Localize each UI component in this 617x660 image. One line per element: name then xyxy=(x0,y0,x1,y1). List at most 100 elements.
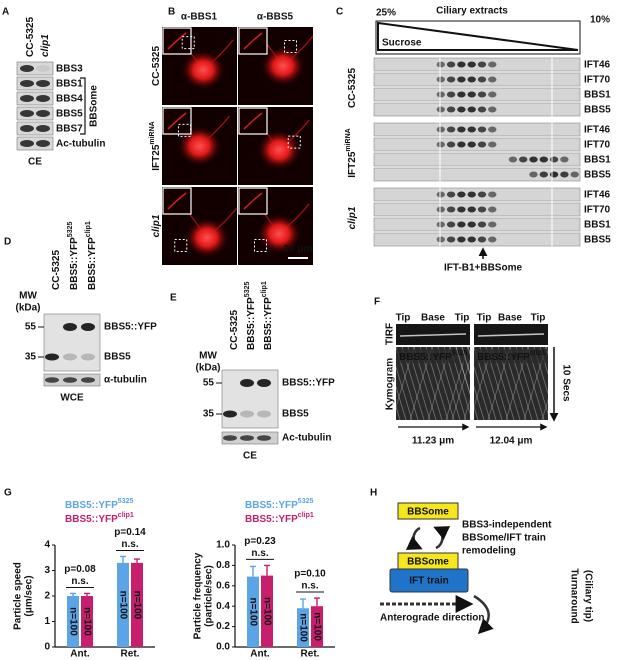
blot-band xyxy=(446,206,456,213)
blot-band xyxy=(446,106,456,113)
position-label: Base xyxy=(421,313,445,324)
blot-band xyxy=(560,156,569,163)
blot-band xyxy=(446,221,456,228)
bracket xyxy=(80,77,86,135)
legend-sup: clip1 xyxy=(118,512,134,519)
gradient-label: Sucrose xyxy=(382,38,422,49)
n-label: n=100 xyxy=(247,597,258,626)
blot-band xyxy=(488,126,497,133)
lane-label: BBS5::YFP5325 xyxy=(67,222,80,290)
significance-label: n.s. xyxy=(121,539,138,550)
blot-row xyxy=(373,87,581,102)
blot-band xyxy=(539,171,548,178)
blot-band xyxy=(436,91,445,98)
gradient-end: 10% xyxy=(590,15,610,26)
blot-band xyxy=(467,221,476,228)
band-label: α-tubulin xyxy=(104,375,147,386)
blot-band xyxy=(549,171,559,178)
significance-label: n.s. xyxy=(251,548,268,559)
blot-band xyxy=(436,61,445,68)
n-label: n=100 xyxy=(131,591,142,620)
blot-band xyxy=(436,76,445,83)
extract-label: CE xyxy=(28,157,42,168)
blot-band xyxy=(519,156,528,163)
gradient-start: 25% xyxy=(376,8,396,19)
error-bar xyxy=(300,598,306,609)
blot-band xyxy=(488,141,497,148)
error-bar xyxy=(84,592,90,596)
band-label: BBS1 xyxy=(56,79,83,90)
legend-entry: BBS5::YFPclip1 xyxy=(245,512,314,525)
x-tick-label: Ant. xyxy=(70,649,90,660)
note-line: BBSome/IFT train xyxy=(462,533,546,544)
row-label: IFT25miRNA xyxy=(149,121,162,170)
lane-label-text: BBS5::YFP xyxy=(246,297,257,350)
blot-band xyxy=(488,76,497,83)
mw-label: MW xyxy=(199,351,217,362)
row-label: CC-5325 xyxy=(151,46,162,86)
mw-label: MW xyxy=(19,291,37,302)
band-label: BBS5 xyxy=(584,170,611,181)
blot-band xyxy=(467,206,476,213)
blot-band xyxy=(436,141,445,148)
loading-band xyxy=(81,377,95,383)
lane-label: CC-5325 xyxy=(51,250,62,290)
legend-text: BBS5::YFP xyxy=(245,514,298,525)
legend-entry: BBS5::YFPclip1 xyxy=(65,512,134,525)
strain-label-sup: clip1 xyxy=(530,350,546,357)
panel-letter: G xyxy=(4,488,12,499)
blot-band xyxy=(477,191,487,198)
band-label: Ac-tubulin xyxy=(282,433,331,444)
legend-text: BBS5::YFP xyxy=(245,500,298,511)
position-label: Tip xyxy=(396,313,411,324)
blot-band xyxy=(20,80,34,87)
blot-band xyxy=(457,76,466,83)
box-label: BBSome xyxy=(407,557,449,568)
y-tick-label: 0.8 xyxy=(216,560,230,571)
note-line: BBS3-independent xyxy=(462,520,552,531)
time-label: 10 Secs xyxy=(560,364,571,402)
band-label: BBS4 xyxy=(56,94,83,105)
panel-letter: F xyxy=(374,297,380,308)
row-label-sup: miRNA xyxy=(149,121,156,144)
p-value: p=0.23 xyxy=(244,536,276,547)
tirf-label: TIRF xyxy=(385,323,396,345)
lane-label-text: BBS5::YFP xyxy=(69,237,80,290)
legend-sup: 5325 xyxy=(298,498,314,505)
mw-marker: 35 xyxy=(203,409,215,420)
row-label: clip1 xyxy=(151,214,162,237)
inset-flagellum xyxy=(167,192,187,210)
ift-box xyxy=(389,568,469,593)
band-label: IFT70 xyxy=(584,140,611,151)
n-label: n=100 xyxy=(81,607,92,636)
panel-letter: D xyxy=(4,237,11,248)
lane-label-text: CC-5325 xyxy=(25,17,36,57)
band-label: BBS5 xyxy=(56,109,83,120)
arrow-label: IFT-B1+BBSome xyxy=(444,263,523,274)
lane-label: CC-5325 xyxy=(25,17,36,57)
band-label: BBS5 xyxy=(104,352,131,363)
blot-band xyxy=(477,76,487,83)
blot xyxy=(221,369,279,429)
blot-band xyxy=(529,171,538,178)
blot-band xyxy=(477,206,487,213)
lane-label-sup: 5325 xyxy=(67,222,74,238)
lane-label-text: BBS5::YFP xyxy=(87,237,98,290)
strain-label: BBS5::YFP5325 xyxy=(399,350,467,363)
tip-label: (Ciliary tip) xyxy=(582,570,593,622)
blot-band xyxy=(240,410,254,418)
blot-band xyxy=(457,206,466,213)
position-label: Tip xyxy=(477,313,492,324)
blot-band xyxy=(488,61,497,68)
blot-band xyxy=(477,221,487,228)
inset-flagellum xyxy=(243,192,263,210)
error-bar xyxy=(264,564,270,576)
p-value: p=0.14 xyxy=(114,527,146,538)
blot-band xyxy=(446,236,456,243)
blot-band xyxy=(446,76,456,83)
cell xyxy=(181,49,226,90)
blot-band xyxy=(467,91,476,98)
group-label: clip1 xyxy=(347,206,358,229)
legend-entry: BBS5::YFP5325 xyxy=(245,498,313,511)
